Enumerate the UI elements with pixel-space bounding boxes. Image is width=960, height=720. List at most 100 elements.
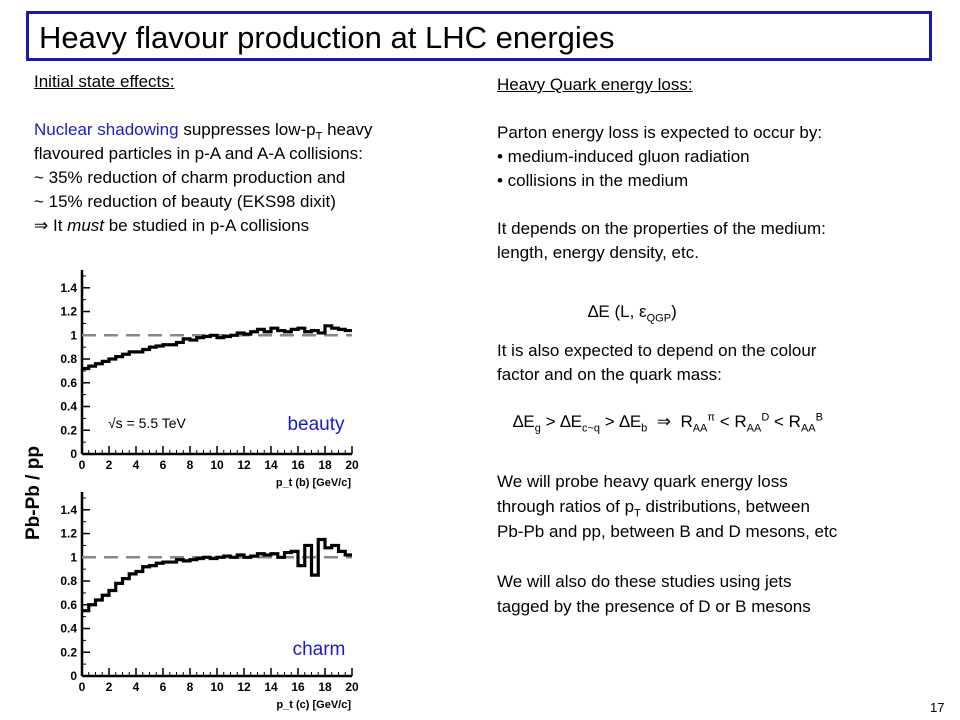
right-heading: Heavy Quark energy loss: [497, 75, 693, 94]
f2-s2: c~q [582, 422, 601, 435]
y-tick-label: 0.8 [60, 574, 77, 588]
beauty-ratio-plot: 0 0.2 0.4 0.6 0.8 1 1.2 1.4 0 2 4 6 8 10 12 14 16 18 20 p_t… [60, 270, 359, 489]
right-bullet-1: • medium-induced gluon radiation [497, 147, 750, 166]
right-text-column: Heavy Quark energy loss: Parton energy l… [497, 73, 826, 265]
ratio-histogram [82, 537, 352, 613]
x-tick-label: 20 [345, 458, 359, 472]
x-tick-label: 4 [133, 458, 140, 472]
y-tick-label: 0 [70, 669, 77, 683]
x-tick-label: 16 [291, 458, 305, 472]
x-tick-label: 10 [210, 458, 224, 472]
energy-loss-formula: ∆E (L, εQGP) [588, 302, 677, 325]
right-p4b-sub: T [634, 507, 641, 520]
y-tick-label: 1.4 [60, 281, 77, 295]
right-p3b: factor and on the quark mass: [497, 365, 722, 384]
left-line-1: Nuclear shadowing suppresses low-pT heav… [34, 118, 372, 142]
charm-ratio-plot: 0 0.2 0.4 0.6 0.8 1 1.2 1.4 0 2 4 6 8 10 12 14 16 18 20 p_t… [60, 492, 359, 711]
y-tick-label: 0.2 [60, 645, 77, 659]
y-tick-label: 1.4 [60, 503, 77, 517]
f2-r1s: AA [692, 422, 708, 435]
right-p5a: We will also do these studies using jets [497, 572, 792, 591]
page-number: 17 [930, 700, 945, 715]
f2-r3s: AA [800, 422, 816, 435]
right-p2a: It depends on the properties of the medi… [497, 219, 826, 238]
right-p4a: We will probe heavy quark energy loss [497, 472, 788, 491]
x-tick-label: 10 [210, 680, 224, 694]
x-tick-label: 12 [237, 458, 251, 472]
ratio-histogram [82, 324, 352, 371]
left-line-5-b: be studied in p-A collisions [104, 216, 310, 235]
right-p2b: length, energy density, etc. [497, 243, 699, 262]
y-tick-label: 0.4 [60, 622, 77, 636]
left-line-2: flavoured particles in p-A and A-A colli… [34, 144, 363, 163]
f1-sub: QGP [646, 312, 672, 325]
left-line-5: ⇒ It must be studied in p-A collisions [34, 214, 372, 238]
x-tick-label: 4 [133, 680, 140, 694]
left-line-1-sub: T [315, 130, 323, 143]
right-p4b: through ratios of pT distributions, betw… [497, 494, 837, 519]
x-tick-label: 8 [187, 680, 194, 694]
f2-d1: ∆E [513, 412, 535, 431]
x-tick-label: 12 [237, 680, 251, 694]
left-heading: Initial state effects: [34, 72, 175, 91]
f2-gt1: > ∆E [540, 412, 582, 431]
nuclear-shadowing-highlight: Nuclear shadowing [34, 120, 179, 139]
hierarchy-formula: ∆Eg > ∆Ec~q > ∆Eb ⇒ RAAπ < RAAD < RAAB [513, 411, 823, 435]
left-line-4: ~ 15% reduction of beauty (EKS98 dixit) [34, 192, 336, 211]
y-tick-label: 1.2 [60, 305, 77, 319]
left-line-1-end: heavy [322, 120, 373, 139]
y-tick-label: 1.2 [60, 527, 77, 541]
x-tick-label: 18 [318, 680, 332, 694]
y-tick-label: 1 [70, 328, 77, 342]
x-tick-label: 6 [160, 458, 167, 472]
left-line-1-text: suppresses low-p [178, 120, 316, 139]
left-text-column: Initial state effects: Nuclear shadowing… [34, 70, 372, 238]
f2-s1: g [534, 422, 541, 435]
left-line-5-em: must [67, 216, 104, 235]
f2-gt2: > ∆E [600, 412, 642, 431]
f2-r2p: D [761, 411, 770, 424]
right-p4b-b: distributions, between [640, 497, 810, 516]
y-tick-label: 0.4 [60, 400, 77, 414]
y-tick-label: 0 [70, 447, 77, 461]
x-tick-label: 6 [160, 680, 167, 694]
left-line-5-a: It [48, 216, 68, 235]
x-tick-label: 18 [318, 458, 332, 472]
x-tick-label: 0 [79, 680, 86, 694]
x-tick-label: 20 [345, 680, 359, 694]
f2-s3: b [641, 422, 648, 435]
right-p4c: Pb-Pb and pp, between B and D mesons, et… [497, 522, 838, 541]
right-p3a: It is also expected to depend on the col… [497, 341, 817, 360]
f2-r1p: π [707, 411, 715, 424]
right-p4: We will probe heavy quark energy loss th… [497, 469, 837, 619]
f1-eps: ε [639, 302, 647, 321]
chart-label: beauty [287, 414, 345, 435]
x-tick-label: 14 [264, 680, 278, 694]
title-box: Heavy flavour production at LHC energies [26, 11, 932, 61]
energy-annotation: √s = 5.5 TeV [108, 415, 187, 431]
right-p4b-a: through ratios of p [497, 497, 635, 516]
right-p1: Parton energy loss is expected to occur … [497, 123, 823, 142]
y-tick-label: 0.2 [60, 423, 77, 437]
f2-r3p: B [815, 411, 823, 424]
x-tick-label: 14 [264, 458, 278, 472]
right-p5b: tagged by the presence of D or B mesons [497, 597, 811, 616]
x-tick-label: 16 [291, 680, 305, 694]
implies-arrow: ⇒ [34, 216, 49, 235]
x-tick-label: 0 [79, 458, 86, 472]
x-axis-label: p_t (b) [GeV/c] [276, 477, 352, 489]
chart-label: charm [293, 639, 346, 660]
right-bullet-2: • collisions in the medium [497, 171, 689, 190]
f2-lt2: < R [769, 412, 801, 431]
x-tick-label: 8 [187, 458, 194, 472]
x-axis-label: p_t (c) [GeV/c] [276, 699, 351, 711]
f2-r1: R [680, 412, 693, 431]
y-tick-label: 0.6 [60, 376, 77, 390]
y-tick-label: 1 [70, 550, 77, 564]
left-line-3: ~ 35% reduction of charm production and [34, 168, 346, 187]
right-p3: It is also expected to depend on the col… [497, 339, 816, 387]
y-tick-label: 0.6 [60, 598, 77, 612]
f2-r2s: AA [746, 422, 762, 435]
f2-lt1: < R [715, 412, 747, 431]
f2-arrow: ⇒ [647, 412, 681, 431]
